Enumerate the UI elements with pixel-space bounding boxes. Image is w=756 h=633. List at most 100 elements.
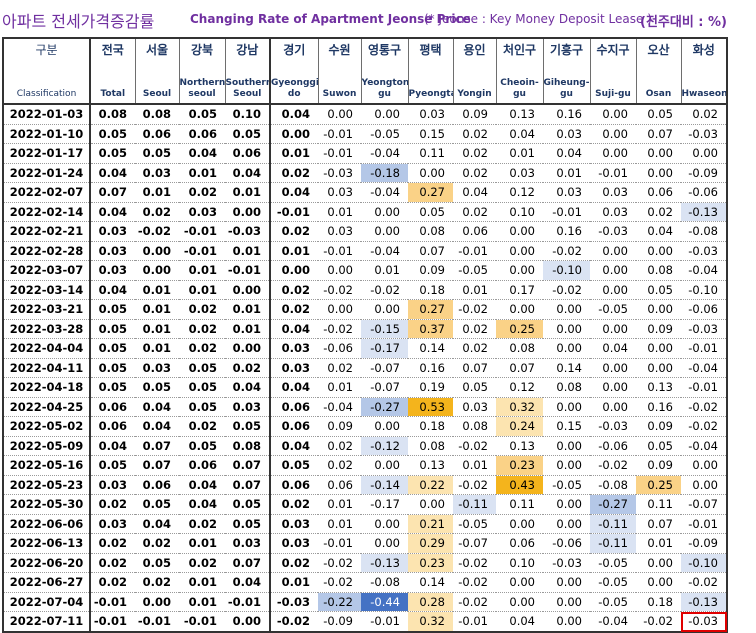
value-cell[interactable]: 0.01 bbox=[636, 533, 681, 554]
value-cell[interactable]: 0.10 bbox=[496, 202, 543, 222]
value-cell[interactable]: 0.15 bbox=[408, 124, 453, 144]
value-cell[interactable]: -0.02 bbox=[681, 572, 728, 593]
value-cell[interactable]: 0.04 bbox=[135, 514, 179, 534]
value-cell[interactable]: 0.04 bbox=[269, 104, 318, 125]
value-cell[interactable]: 0.00 bbox=[496, 572, 543, 593]
value-cell[interactable]: 0.02 bbox=[453, 338, 496, 359]
value-cell[interactable]: 0.14 bbox=[408, 572, 453, 593]
value-cell[interactable]: 0.09 bbox=[408, 260, 453, 281]
value-cell[interactable]: 0.10 bbox=[496, 553, 543, 573]
value-cell[interactable]: 0.00 bbox=[361, 221, 408, 242]
date-cell[interactable]: 2022-02-14 bbox=[2, 202, 91, 222]
value-cell[interactable]: 0.16 bbox=[408, 358, 453, 378]
value-cell[interactable]: -0.09 bbox=[681, 163, 728, 183]
value-cell[interactable]: 0.03 bbox=[269, 533, 318, 554]
value-cell[interactable]: 0.04 bbox=[90, 163, 135, 183]
value-cell[interactable]: 0.00 bbox=[269, 124, 318, 144]
date-cell[interactable]: 2022-02-21 bbox=[2, 221, 91, 242]
column-header-10[interactable]: 처인구 Cheoin-gu bbox=[495, 37, 544, 105]
value-cell[interactable]: 0.04 bbox=[225, 377, 270, 398]
value-cell[interactable]: -0.01 bbox=[318, 124, 361, 144]
value-cell[interactable]: 0.32 bbox=[496, 397, 543, 417]
value-cell[interactable]: 0.01 bbox=[179, 163, 225, 183]
value-cell[interactable]: 0.00 bbox=[496, 221, 543, 242]
value-cell[interactable]: 0.00 bbox=[361, 202, 408, 222]
value-cell[interactable]: 0.02 bbox=[269, 553, 318, 573]
date-cell[interactable]: 2022-05-23 bbox=[2, 475, 91, 495]
value-cell[interactable]: 0.02 bbox=[225, 358, 270, 378]
value-cell[interactable]: -0.02 bbox=[636, 611, 681, 633]
value-cell[interactable]: 0.03 bbox=[90, 475, 135, 495]
value-cell[interactable]: 0.05 bbox=[90, 338, 135, 359]
value-cell[interactable]: 0.00 bbox=[225, 202, 270, 222]
value-cell[interactable]: 0.04 bbox=[225, 163, 270, 183]
value-cell[interactable]: 0.27 bbox=[408, 182, 453, 203]
value-cell[interactable]: -0.02 bbox=[318, 572, 361, 593]
value-cell[interactable]: 0.06 bbox=[269, 416, 318, 437]
value-cell[interactable]: 0.02 bbox=[269, 299, 318, 320]
value-cell[interactable]: 0.01 bbox=[225, 299, 270, 320]
value-cell[interactable]: 0.02 bbox=[269, 494, 318, 515]
selected-cell[interactable]: -0.03 bbox=[681, 611, 728, 633]
value-cell[interactable]: -0.14 bbox=[361, 475, 408, 495]
value-cell[interactable]: 0.03 bbox=[225, 533, 270, 554]
value-cell[interactable]: 0.04 bbox=[269, 436, 318, 456]
value-cell[interactable]: 0.00 bbox=[408, 163, 453, 183]
value-cell[interactable]: 0.05 bbox=[179, 104, 225, 125]
value-cell[interactable]: -0.02 bbox=[318, 553, 361, 573]
value-cell[interactable]: -0.27 bbox=[590, 494, 636, 515]
value-cell[interactable]: 0.00 bbox=[543, 494, 590, 515]
value-cell[interactable]: 0.06 bbox=[496, 533, 543, 554]
value-cell[interactable]: -0.05 bbox=[590, 553, 636, 573]
value-cell[interactable]: 0.00 bbox=[681, 143, 728, 164]
value-cell[interactable]: 0.05 bbox=[135, 143, 179, 164]
value-cell[interactable]: -0.02 bbox=[543, 280, 590, 300]
value-cell[interactable]: 0.21 bbox=[408, 514, 453, 534]
value-cell[interactable]: -0.15 bbox=[361, 319, 408, 339]
value-cell[interactable]: 0.00 bbox=[361, 104, 408, 125]
value-cell[interactable]: 0.03 bbox=[135, 163, 179, 183]
value-cell[interactable]: 0.11 bbox=[636, 494, 681, 515]
value-cell[interactable]: 0.02 bbox=[318, 455, 361, 476]
column-header-3[interactable]: 강북 Northern seoul bbox=[178, 37, 226, 105]
value-cell[interactable]: 0.14 bbox=[408, 338, 453, 359]
value-cell[interactable]: 0.05 bbox=[636, 436, 681, 456]
value-cell[interactable]: 0.00 bbox=[590, 358, 636, 378]
date-cell[interactable]: 2022-05-30 bbox=[2, 494, 91, 515]
value-cell[interactable]: 0.05 bbox=[90, 377, 135, 398]
value-cell[interactable]: 0.01 bbox=[179, 572, 225, 593]
value-cell[interactable]: 0.00 bbox=[543, 572, 590, 593]
value-cell[interactable]: 0.00 bbox=[636, 358, 681, 378]
value-cell[interactable]: 0.06 bbox=[453, 221, 496, 242]
value-cell[interactable]: -0.05 bbox=[590, 572, 636, 593]
value-cell[interactable]: -0.06 bbox=[681, 299, 728, 320]
value-cell[interactable]: 0.00 bbox=[361, 455, 408, 476]
value-cell[interactable]: 0.05 bbox=[225, 514, 270, 534]
value-cell[interactable]: -0.18 bbox=[361, 163, 408, 183]
value-cell[interactable]: 0.01 bbox=[135, 280, 179, 300]
value-cell[interactable]: 0.01 bbox=[318, 377, 361, 398]
value-cell[interactable]: -0.02 bbox=[453, 299, 496, 320]
value-cell[interactable]: 0.01 bbox=[225, 182, 270, 203]
date-cell[interactable]: 2022-04-04 bbox=[2, 338, 91, 359]
value-cell[interactable]: 0.01 bbox=[361, 260, 408, 281]
value-cell[interactable]: 0.04 bbox=[179, 143, 225, 164]
value-cell[interactable]: -0.06 bbox=[681, 182, 728, 203]
value-cell[interactable]: -0.02 bbox=[453, 572, 496, 593]
value-cell[interactable]: 0.53 bbox=[408, 397, 453, 417]
value-cell[interactable]: -0.05 bbox=[453, 260, 496, 281]
value-cell[interactable]: 0.02 bbox=[453, 163, 496, 183]
column-header-0[interactable]: 구분 Classification bbox=[2, 37, 91, 105]
value-cell[interactable]: -0.05 bbox=[590, 299, 636, 320]
value-cell[interactable]: 0.09 bbox=[636, 319, 681, 339]
value-cell[interactable]: 0.06 bbox=[225, 143, 270, 164]
value-cell[interactable]: -0.08 bbox=[361, 572, 408, 593]
value-cell[interactable]: 0.00 bbox=[590, 280, 636, 300]
value-cell[interactable]: 0.04 bbox=[590, 338, 636, 359]
value-cell[interactable]: 0.03 bbox=[496, 163, 543, 183]
value-cell[interactable]: 0.04 bbox=[543, 143, 590, 164]
value-cell[interactable]: 0.00 bbox=[590, 143, 636, 164]
value-cell[interactable]: 0.05 bbox=[90, 319, 135, 339]
value-cell[interactable]: -0.27 bbox=[361, 397, 408, 417]
value-cell[interactable]: -0.02 bbox=[135, 221, 179, 242]
